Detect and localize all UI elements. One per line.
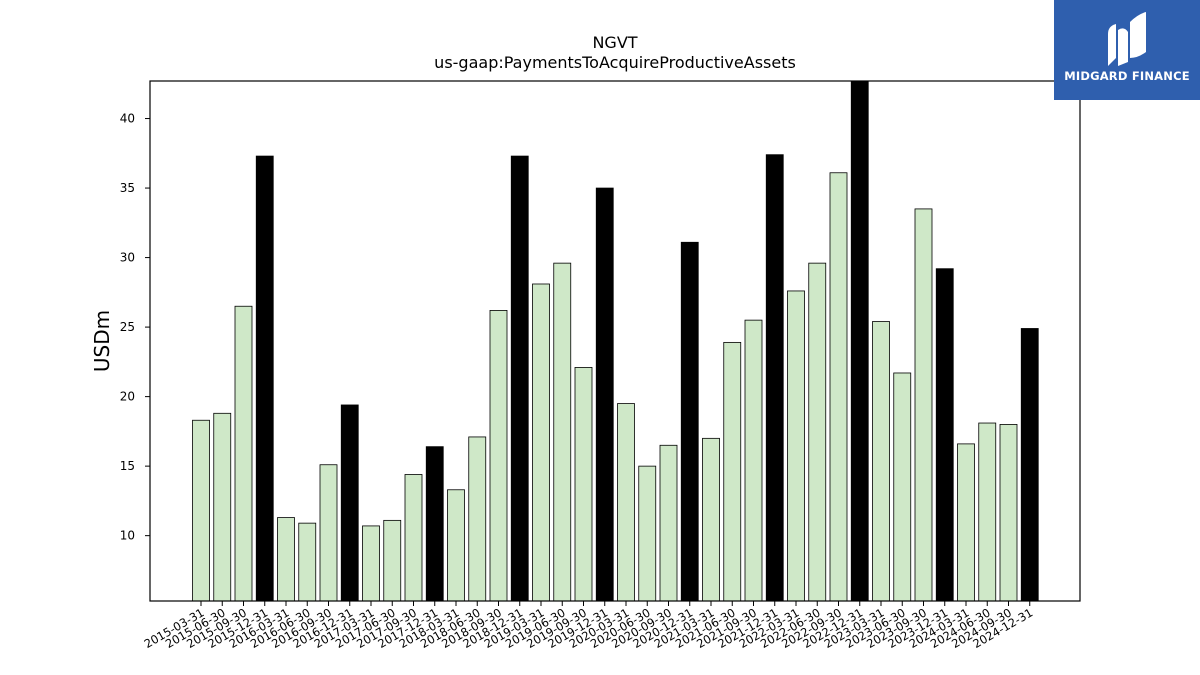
bar-2015-06-30	[213, 412, 232, 602]
bar-2016-09-30	[319, 464, 338, 602]
bar-2019-06-30	[553, 262, 572, 602]
bar-2022-03-31	[787, 290, 805, 602]
bar-2021-06-30	[723, 341, 742, 602]
y-tick-label: 40	[120, 112, 135, 126]
bar-2015-12-31	[255, 155, 274, 602]
y-tick-label: 15	[120, 459, 135, 473]
y-tick-label: 35	[120, 181, 135, 195]
bar-2019-03-31	[532, 283, 550, 602]
bar-2017-06-30	[383, 519, 402, 602]
bar-2023-12-31	[935, 268, 954, 602]
bar-2018-06-30	[468, 436, 487, 602]
bar-2020-03-31	[617, 403, 635, 602]
bar-2022-12-31	[850, 80, 869, 602]
bar-2023-06-30	[893, 372, 912, 602]
bar-2020-12-31	[680, 241, 699, 602]
bar-2021-12-31	[765, 154, 784, 602]
bar-2020-09-30	[659, 444, 678, 602]
y-axis: 10 15 20 25 30 35 40	[120, 112, 150, 543]
bar-2015-09-30	[234, 305, 253, 602]
logo-text: MIDGARD FINANCE	[1064, 69, 1190, 83]
bar-2024-09-30	[999, 424, 1018, 602]
bar-2018-09-30	[489, 310, 508, 602]
chart-subtitle: us-gaap:PaymentsToAcquireProductiveAsset…	[434, 53, 796, 72]
y-tick-label: 20	[120, 390, 135, 404]
logo-mark-icon	[1108, 12, 1146, 66]
y-tick-label: 10	[120, 529, 135, 543]
bar-2022-06-30	[808, 262, 827, 602]
bar-2016-03-31	[277, 517, 295, 602]
bar-2016-06-30	[298, 522, 317, 602]
bar-2024-12-31	[1020, 328, 1039, 602]
bars-group	[192, 80, 1039, 602]
bar-2024-06-30	[978, 422, 997, 602]
y-axis-label: USDm	[90, 310, 114, 372]
bar-2020-06-30	[638, 465, 657, 602]
bar-2021-09-30	[744, 319, 763, 602]
bar-2015-03-31	[192, 419, 210, 602]
x-axis: 2015-03-312015-06-302015-09-302015-12-31…	[142, 601, 1035, 651]
bar-2023-09-30	[914, 208, 933, 602]
chart-title: NGVT	[592, 33, 637, 52]
bar-2024-03-31	[957, 443, 975, 602]
bar-2021-03-31	[702, 437, 720, 602]
bar-2017-03-31	[362, 525, 380, 602]
bar-2022-09-30	[829, 172, 848, 602]
company-logo: MIDGARD FINANCE	[1054, 0, 1200, 100]
bar-2016-12-31	[340, 404, 359, 602]
bar-2019-09-30	[574, 367, 593, 602]
y-tick-label: 25	[120, 320, 135, 334]
bar-2018-03-31	[447, 489, 465, 602]
bar-2017-09-30	[404, 474, 423, 602]
plot-frame	[149, 80, 1081, 602]
bar-2019-12-31	[595, 187, 614, 602]
bar-2017-12-31	[425, 446, 444, 602]
bar-2018-12-31	[510, 155, 529, 602]
bar-2023-03-31	[872, 321, 890, 602]
y-tick-label: 30	[120, 251, 135, 265]
